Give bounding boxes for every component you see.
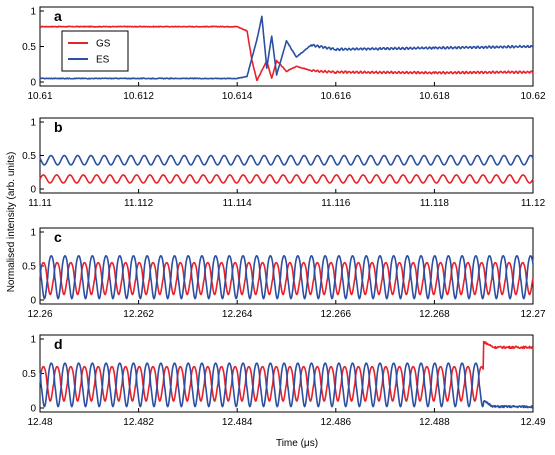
panel-b-frame	[39, 117, 534, 194]
panel-b-xtick-label: 11.116	[321, 198, 351, 209]
panel-d-ytick-label: 1	[30, 335, 36, 346]
panel-c-series-es	[39, 255, 534, 300]
panel-a-ytick-label: 1	[30, 7, 36, 18]
panel-a-series-es	[39, 15, 534, 80]
panel-a-series-gs	[39, 25, 534, 82]
panel-a-ytick-label: 0	[30, 78, 36, 89]
panel-a-xtick-label: 10.62	[520, 91, 545, 102]
legend-box	[61, 30, 129, 72]
panel-d-xtick-label: 12.486	[321, 417, 352, 428]
panel-c-series-gs	[39, 261, 534, 296]
legend-label-gs: GS	[96, 39, 111, 50]
panel-d-ytick-label: 0.5	[22, 369, 36, 380]
panel-c-xtick-label: 12.266	[321, 309, 352, 320]
panel-a-ytick-label: 0.5	[22, 42, 36, 53]
panel-c-xtick-label: 12.264	[222, 309, 253, 320]
panel-b-ytick-label: 1	[30, 118, 36, 129]
panel-d-series-es	[39, 362, 534, 409]
panel-c-ytick-label: 0.5	[22, 262, 36, 273]
panel-b-xtick-label: 11.114	[223, 198, 253, 209]
panel-c-xtick-label: 12.26	[27, 309, 52, 320]
panel-d-xtick-label: 12.49	[520, 417, 545, 428]
panel-b-ytick-label: 0	[30, 185, 36, 196]
panel-d-label: d	[54, 336, 63, 352]
legend-label-es: ES	[96, 55, 110, 66]
panel-d-xtick-label: 12.482	[123, 417, 154, 428]
panel-a-xtick-label: 10.616	[321, 91, 352, 102]
panel-a-xtick-label: 10.618	[419, 91, 450, 102]
panel-d-xtick-label: 12.488	[419, 417, 450, 428]
panel-d-xtick-label: 12.48	[27, 417, 52, 428]
panel-a-xtick-label: 10.614	[222, 91, 253, 102]
panel-c-xtick-label: 12.27	[520, 309, 545, 320]
panel-c-xtick-label: 12.268	[419, 309, 450, 320]
panel-b-series-es	[39, 154, 534, 166]
panel-c-xtick-label: 12.262	[123, 309, 154, 320]
panel-a-xtick-label: 10.61	[27, 91, 52, 102]
panel-c-label: c	[54, 229, 62, 245]
panel-b-xtick-label: 11.12	[521, 198, 546, 209]
panel-d-ytick-label: 0	[30, 404, 36, 415]
y-axis-label: Normalised intensity (arb. units)	[6, 152, 17, 293]
panel-b-xtick-label: 11.11	[28, 198, 52, 209]
panel-b-xtick-label: 11.118	[420, 198, 450, 209]
panel-c-ytick-label: 0	[30, 296, 36, 307]
panel-d-series-gs	[39, 340, 534, 402]
panel-a-label: a	[54, 8, 62, 24]
panel-b-xtick-label: 11.112	[124, 198, 154, 209]
panel-b-series-gs	[39, 174, 534, 184]
panel-a-xtick-label: 10.612	[123, 91, 154, 102]
panel-c-ytick-label: 1	[30, 228, 36, 239]
panel-b-label: b	[54, 119, 63, 135]
panel-d-xtick-label: 12.484	[222, 417, 253, 428]
panel-b-ytick-label: 0.5	[22, 151, 36, 162]
x-axis-label: Time (μs)	[276, 438, 318, 449]
